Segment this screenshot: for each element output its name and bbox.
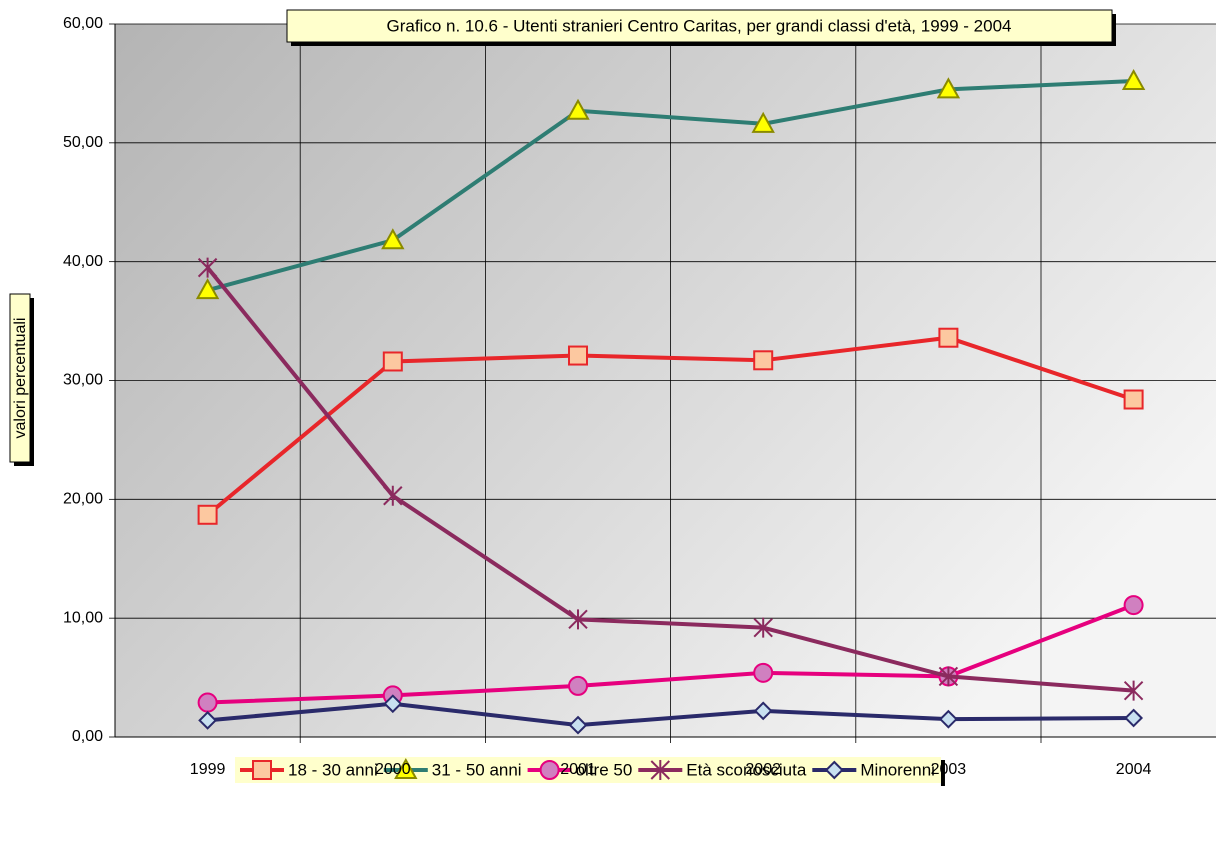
legend-label: 18 - 30 anni bbox=[288, 760, 378, 779]
marker bbox=[650, 760, 671, 780]
x-tick-label: 1999 bbox=[190, 761, 226, 778]
marker bbox=[383, 694, 403, 714]
marker bbox=[568, 609, 588, 630]
series-line bbox=[206, 266, 1134, 693]
marker bbox=[568, 715, 588, 735]
marker bbox=[936, 77, 961, 99]
marker bbox=[1123, 389, 1144, 410]
marker bbox=[1121, 68, 1146, 91]
legend-label: oltre 50 bbox=[576, 760, 633, 779]
marker bbox=[753, 350, 774, 371]
series-line bbox=[207, 603, 1135, 705]
marker bbox=[938, 666, 959, 687]
y-tick-label: 0,00 bbox=[72, 728, 103, 745]
marker bbox=[197, 504, 218, 525]
legend-label: Minorenni bbox=[860, 760, 935, 779]
y-tick-label: 40,00 bbox=[63, 253, 103, 270]
marker bbox=[824, 760, 844, 780]
series-line bbox=[207, 79, 1134, 293]
legend-label: Età sconosciuta bbox=[686, 760, 807, 779]
marker bbox=[751, 111, 775, 133]
marker bbox=[394, 757, 418, 779]
series-line bbox=[206, 335, 1135, 517]
marker bbox=[383, 485, 403, 506]
marker bbox=[1123, 680, 1144, 701]
marker bbox=[938, 709, 958, 729]
marker bbox=[198, 710, 218, 730]
marker bbox=[252, 760, 272, 780]
y-tick-label: 10,00 bbox=[63, 609, 103, 626]
marker bbox=[753, 662, 774, 683]
marker bbox=[753, 701, 773, 721]
y-axis-label: valori percentuali bbox=[12, 318, 29, 439]
marker bbox=[539, 760, 560, 780]
series-line bbox=[207, 701, 1134, 728]
x-tick-label: 2004 bbox=[1116, 761, 1152, 778]
title-box bbox=[286, 9, 1113, 43]
y-tick-label: 20,00 bbox=[63, 491, 103, 508]
y-tick-label: 50,00 bbox=[63, 134, 103, 151]
marker bbox=[1123, 595, 1144, 616]
y-tick-label: 30,00 bbox=[63, 372, 103, 389]
x-tick-label: 2003 bbox=[931, 761, 967, 778]
marker bbox=[568, 345, 588, 366]
legend-shadow bbox=[940, 760, 945, 786]
x-tick-label: 2001 bbox=[560, 761, 596, 778]
marker bbox=[568, 675, 588, 696]
marker bbox=[382, 351, 403, 372]
marker bbox=[197, 257, 218, 278]
marker bbox=[381, 228, 405, 250]
x-tick-label: 2000 bbox=[375, 761, 411, 778]
x-tick-label: 2002 bbox=[745, 761, 781, 778]
y-tick-label: 60,00 bbox=[63, 15, 103, 32]
marker bbox=[1124, 708, 1144, 728]
marker bbox=[753, 617, 773, 638]
marker bbox=[195, 278, 220, 300]
chart-title: Grafico n. 10.6 - Utenti stranieri Centr… bbox=[387, 16, 1012, 35]
marker bbox=[938, 327, 959, 348]
legend-label: 31 - 50 anni bbox=[432, 760, 522, 779]
y-label-box bbox=[9, 293, 31, 463]
marker bbox=[566, 98, 590, 120]
marker bbox=[197, 692, 218, 713]
